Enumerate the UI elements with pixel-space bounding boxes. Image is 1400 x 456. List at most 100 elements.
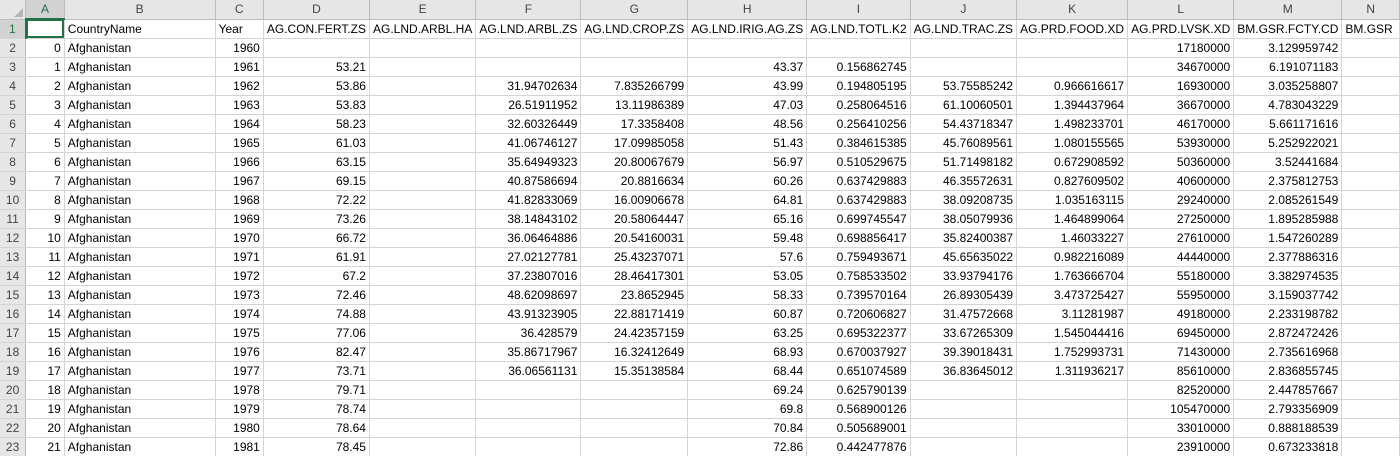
cell-g15[interactable]: 23.8652945 [580, 285, 689, 305]
row-header-11[interactable]: 11 [0, 209, 27, 229]
cell-h11[interactable]: 65.16 [687, 209, 808, 229]
row-header-21[interactable]: 21 [0, 399, 27, 419]
column-header-d[interactable]: D [263, 0, 370, 20]
cell-e17[interactable] [369, 323, 477, 343]
cell-f19[interactable]: 36.06561131 [475, 361, 582, 381]
cell-i1[interactable]: AG.LND.TOTL.K2 [806, 19, 911, 39]
cell-e20[interactable] [369, 380, 477, 400]
cell-d18[interactable]: 82.47 [263, 342, 370, 362]
cell-b20[interactable]: Afghanistan [64, 380, 216, 400]
cell-k6[interactable]: 1.498233701 [1016, 114, 1129, 134]
column-header-c[interactable]: C [215, 0, 264, 20]
cell-a7[interactable]: 5 [25, 133, 65, 153]
cell-f3[interactable] [475, 57, 582, 77]
cell-l9[interactable]: 40600000 [1127, 171, 1235, 191]
cell-f23[interactable] [475, 437, 582, 456]
cell-f13[interactable]: 27.02127781 [475, 247, 582, 267]
cell-d10[interactable]: 72.22 [263, 190, 370, 210]
cell-d19[interactable]: 73.71 [263, 361, 370, 381]
cell-i13[interactable]: 0.759493671 [806, 247, 911, 267]
cell-g11[interactable]: 20.58064447 [580, 209, 689, 229]
cell-g17[interactable]: 24.42357159 [580, 323, 689, 343]
cell-n5[interactable] [1341, 95, 1400, 115]
cell-a1[interactable] [25, 19, 65, 39]
cell-j19[interactable]: 36.83645012 [910, 361, 1018, 381]
cell-h5[interactable]: 47.03 [687, 95, 808, 115]
cell-c15[interactable]: 1973 [215, 285, 264, 305]
cell-d4[interactable]: 53.86 [263, 76, 370, 96]
cell-c9[interactable]: 1967 [215, 171, 264, 191]
cell-j21[interactable] [910, 399, 1018, 419]
cell-l13[interactable]: 44440000 [1127, 247, 1235, 267]
cell-m2[interactable]: 3.129959742 [1233, 38, 1343, 58]
cell-k22[interactable] [1016, 418, 1129, 438]
cell-n3[interactable] [1341, 57, 1400, 77]
cell-f1[interactable]: AG.LND.ARBL.ZS [475, 19, 582, 39]
cell-j8[interactable]: 51.71498182 [910, 152, 1018, 172]
cell-e13[interactable] [369, 247, 477, 267]
cell-i15[interactable]: 0.739570164 [806, 285, 911, 305]
row-header-6[interactable]: 6 [0, 114, 27, 134]
cell-n4[interactable] [1341, 76, 1400, 96]
cell-j15[interactable]: 26.89305439 [910, 285, 1018, 305]
cell-j12[interactable]: 35.82400387 [910, 228, 1018, 248]
cell-k18[interactable]: 1.752993731 [1016, 342, 1129, 362]
cell-a20[interactable]: 18 [25, 380, 65, 400]
cell-m16[interactable]: 2.233198782 [1233, 304, 1343, 324]
column-header-k[interactable]: K [1016, 0, 1129, 20]
row-header-1[interactable]: 1 [0, 19, 27, 39]
cell-k19[interactable]: 1.311936217 [1016, 361, 1129, 381]
cell-n17[interactable] [1341, 323, 1400, 343]
cell-e1[interactable]: AG.LND.ARBL.HA [369, 19, 477, 39]
cell-m15[interactable]: 3.159037742 [1233, 285, 1343, 305]
cell-c10[interactable]: 1968 [215, 190, 264, 210]
cell-k3[interactable] [1016, 57, 1129, 77]
cell-i17[interactable]: 0.695322377 [806, 323, 911, 343]
cell-h20[interactable]: 69.24 [687, 380, 808, 400]
cell-g3[interactable] [580, 57, 689, 77]
column-header-h[interactable]: H [687, 0, 808, 20]
cell-g14[interactable]: 28.46417301 [580, 266, 689, 286]
cell-l6[interactable]: 46170000 [1127, 114, 1235, 134]
cell-k17[interactable]: 1.545044416 [1016, 323, 1129, 343]
cell-f16[interactable]: 43.91323905 [475, 304, 582, 324]
cell-a21[interactable]: 19 [25, 399, 65, 419]
cell-i8[interactable]: 0.510529675 [806, 152, 911, 172]
cell-k11[interactable]: 1.464899064 [1016, 209, 1129, 229]
cell-k10[interactable]: 1.035163115 [1016, 190, 1129, 210]
cell-k9[interactable]: 0.827609502 [1016, 171, 1129, 191]
cell-b23[interactable]: Afghanistan [64, 437, 216, 456]
cell-g21[interactable] [580, 399, 689, 419]
cell-d8[interactable]: 63.15 [263, 152, 370, 172]
cell-i16[interactable]: 0.720606827 [806, 304, 911, 324]
cell-a15[interactable]: 13 [25, 285, 65, 305]
cell-b19[interactable]: Afghanistan [64, 361, 216, 381]
row-header-13[interactable]: 13 [0, 247, 27, 267]
row-header-18[interactable]: 18 [0, 342, 27, 362]
row-header-16[interactable]: 16 [0, 304, 27, 324]
cell-h3[interactable]: 43.37 [687, 57, 808, 77]
column-header-m[interactable]: M [1233, 0, 1343, 20]
column-header-b[interactable]: B [64, 0, 216, 20]
cell-g20[interactable] [580, 380, 689, 400]
cell-h7[interactable]: 51.43 [687, 133, 808, 153]
cell-a2[interactable]: 0 [25, 38, 65, 58]
cell-n7[interactable] [1341, 133, 1400, 153]
cell-h13[interactable]: 57.6 [687, 247, 808, 267]
cell-f2[interactable] [475, 38, 582, 58]
cell-b6[interactable]: Afghanistan [64, 114, 216, 134]
cell-n9[interactable] [1341, 171, 1400, 191]
cell-b15[interactable]: Afghanistan [64, 285, 216, 305]
column-header-l[interactable]: L [1127, 0, 1235, 20]
cell-a19[interactable]: 17 [25, 361, 65, 381]
cell-c22[interactable]: 1980 [215, 418, 264, 438]
cell-n23[interactable] [1341, 437, 1400, 456]
cell-f18[interactable]: 35.86717967 [475, 342, 582, 362]
cell-k12[interactable]: 1.46033227 [1016, 228, 1129, 248]
cell-d7[interactable]: 61.03 [263, 133, 370, 153]
cell-l14[interactable]: 55180000 [1127, 266, 1235, 286]
row-header-10[interactable]: 10 [0, 190, 27, 210]
cell-k8[interactable]: 0.672908592 [1016, 152, 1129, 172]
column-header-j[interactable]: J [910, 0, 1018, 20]
cell-e15[interactable] [369, 285, 477, 305]
